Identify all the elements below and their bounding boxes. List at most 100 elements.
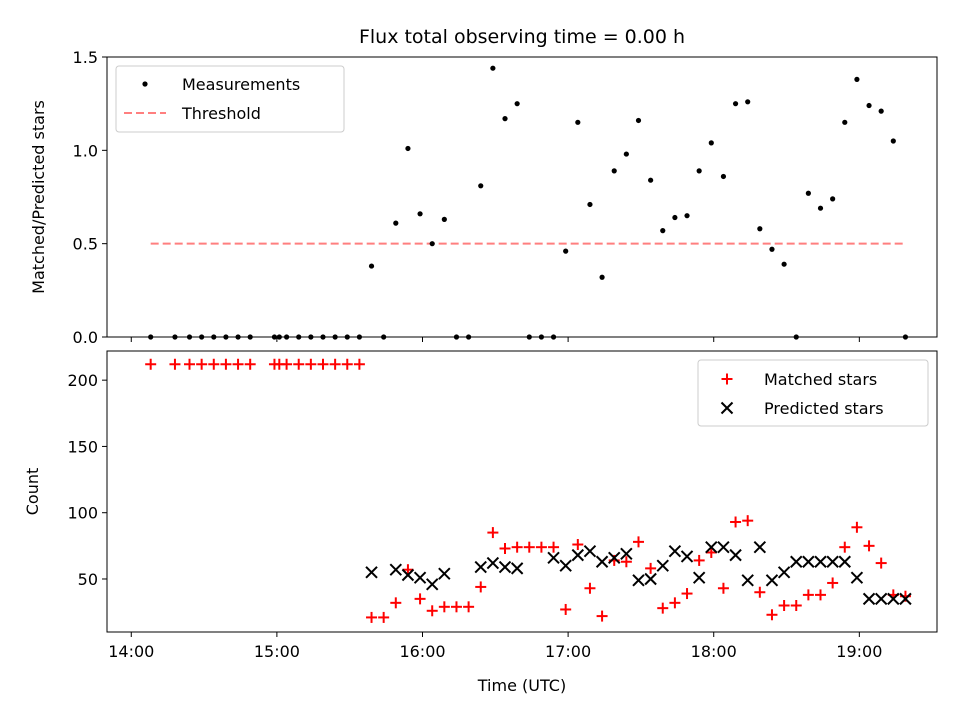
bottom-y-tick-label: 150 <box>67 437 98 456</box>
bottom-y-tick-label: 200 <box>67 371 98 390</box>
top-y-tick-label: 1.5 <box>73 48 98 67</box>
measurement-point <box>660 228 666 234</box>
matched-star-marker <box>645 562 657 574</box>
measurement-point <box>817 205 824 211</box>
matched-star-marker <box>426 605 438 617</box>
bottom-x-ticks: 14:00 15:00 16:00 17:00 18:00 19:00 <box>108 632 882 661</box>
predicted-star-marker <box>620 547 633 561</box>
matched-star-marker <box>487 527 499 539</box>
matched-star-marker <box>717 582 729 594</box>
measurement-point <box>393 220 399 226</box>
bottom-panel: 50 100 150 200 14:00 15:00 16:00 17:00 18:00 19:… <box>23 350 938 695</box>
legend-matched-label: Matched stars <box>764 370 877 389</box>
x-tick-label: 16:00 <box>399 642 445 661</box>
predicted-star-marker <box>595 555 609 568</box>
measurement-point <box>854 76 860 82</box>
matched-star-marker <box>169 358 181 370</box>
top-legend: Measurements Threshold <box>115 65 345 133</box>
legend-measurements-label: Measurements <box>182 75 300 94</box>
matched-star-marker <box>523 541 535 553</box>
measurement-point <box>708 140 714 146</box>
chart-title: Flux total observing time = 0.00 h <box>359 26 685 48</box>
x-tick-label: 19:00 <box>836 642 882 661</box>
predicted-star-marker <box>692 571 706 584</box>
matched-star-marker <box>584 582 596 594</box>
measurement-point <box>684 213 690 219</box>
top-axes-frame <box>106 56 938 338</box>
measurement-point <box>490 65 496 71</box>
legend-predicted-swatch <box>720 401 734 415</box>
matched-star-marker <box>863 540 875 552</box>
measurement-point <box>842 119 848 125</box>
measurement-point <box>635 117 642 124</box>
measurement-point <box>720 173 727 180</box>
bottom-y-tick-label: 50 <box>78 570 98 589</box>
legend-matched-swatch <box>721 373 733 385</box>
predicted-star-marker <box>656 559 669 572</box>
matched-star-marker <box>244 358 256 370</box>
measurement-point <box>514 101 520 107</box>
matched-star-marker <box>548 541 560 553</box>
predicted-star-marker <box>498 560 512 574</box>
measurement-point <box>405 145 411 152</box>
measurement-point <box>429 241 435 247</box>
predicted-star-marker <box>510 562 524 575</box>
legend-predicted-label: Predicted stars <box>764 399 884 418</box>
measurement-point <box>611 168 617 174</box>
matched-star-marker <box>681 588 693 600</box>
matched-star-marker <box>511 541 523 553</box>
matched-star-marker <box>815 589 827 601</box>
matched-star-marker <box>438 601 450 613</box>
matched-star-marker <box>875 557 887 569</box>
measurement-point <box>805 190 811 196</box>
predicted-star-marker <box>765 574 779 587</box>
predicted-star-marker <box>874 592 888 606</box>
measurement-point <box>745 99 751 105</box>
measurement-point <box>732 101 739 107</box>
matched-star-marker <box>293 358 305 370</box>
predicted-star-marker <box>401 568 415 582</box>
predicted-star-marker <box>729 548 742 562</box>
predicted-star-marker <box>850 571 864 584</box>
measurement-point <box>623 151 629 157</box>
predicted-star-marker <box>887 592 900 606</box>
measurement-point <box>502 116 508 122</box>
measurement-point <box>672 214 678 221</box>
matched-star-marker <box>463 601 475 613</box>
matched-star-marker <box>754 586 766 598</box>
matched-star-marker <box>827 577 839 589</box>
top-y-ticks: 0.0 0.5 1.0 1.5 <box>73 48 107 347</box>
measurement-point <box>890 138 896 144</box>
top-y-tick-label: 0.0 <box>73 328 98 347</box>
x-tick-label: 17:00 <box>545 642 591 661</box>
predicted-star-marker <box>559 559 572 572</box>
predicted-star-marker <box>365 566 378 579</box>
bottom-y-ticks: 50 100 150 200 <box>67 371 107 589</box>
predicted-star-marker <box>438 567 451 580</box>
matched-star-marker <box>669 597 681 609</box>
matched-star-marker <box>281 358 293 370</box>
matched-star-marker <box>329 358 341 370</box>
predicted-star-marker <box>802 555 815 568</box>
matched-star-marker <box>620 556 632 568</box>
measurement-point <box>769 246 775 252</box>
measurement-point <box>781 261 787 267</box>
predicted-star-marker <box>777 566 791 579</box>
predicted-star-marker <box>862 592 876 606</box>
matched-star-marker <box>145 358 157 370</box>
predicted-star-marker <box>425 578 439 591</box>
x-tick-label: 14:00 <box>108 642 154 661</box>
predicted-star-marker <box>608 551 621 564</box>
matched-star-marker <box>378 611 390 623</box>
predicted-star-marker <box>486 556 500 570</box>
matched-star-marker <box>851 521 863 533</box>
measurement-point <box>830 196 836 202</box>
top-y-axis-label: Matched/Predicted stars <box>29 100 48 294</box>
bottom-y-axis-label: Count <box>23 468 42 516</box>
legend-threshold-label: Threshold <box>181 104 261 123</box>
predicted-star-marker <box>838 555 851 568</box>
matched-star-marker <box>353 358 365 370</box>
top-legend-box <box>115 65 345 133</box>
x-tick-label: 18:00 <box>691 642 737 661</box>
